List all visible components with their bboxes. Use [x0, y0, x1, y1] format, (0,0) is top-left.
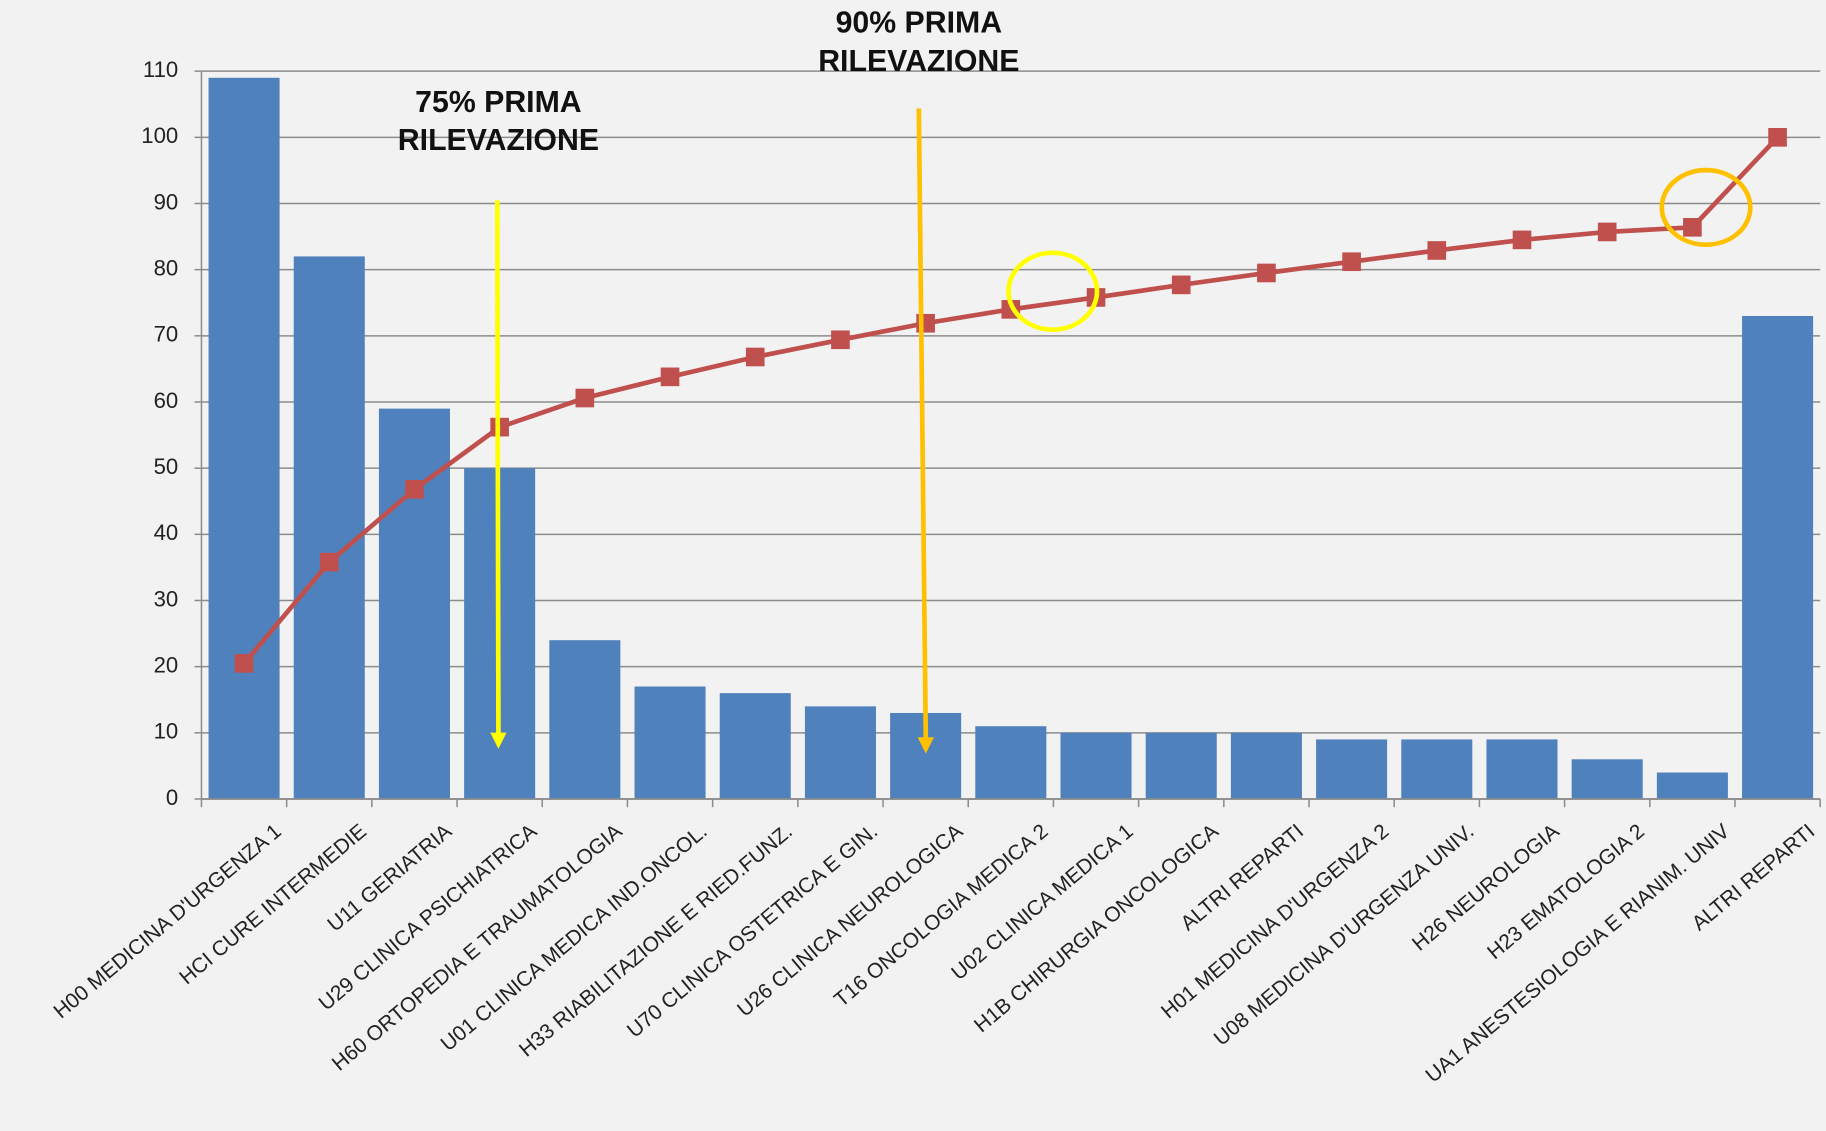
- y-tick-label: 70: [154, 322, 179, 347]
- bar: [378, 408, 450, 799]
- marker: [1342, 252, 1361, 272]
- marker: [1171, 275, 1191, 295]
- x-tick-label: UA1 ANESTESIOLOGIA E RIANIM. UNIV: [1421, 820, 1734, 1088]
- arrow-head: [917, 737, 934, 754]
- arrow: [494, 200, 501, 735]
- annotation: 75% PRIMA: [415, 86, 582, 119]
- bar: [1401, 739, 1473, 799]
- y-tick-label: 100: [141, 123, 178, 148]
- arrow: [916, 108, 929, 740]
- marker: [1768, 128, 1787, 147]
- y-tick-label: 40: [154, 520, 179, 545]
- bar: [1060, 732, 1132, 799]
- x-tick-label: H23 EMATOLOGIA 2: [1483, 820, 1649, 964]
- bar: [1145, 732, 1217, 799]
- bar: [1486, 739, 1558, 799]
- marker: [745, 347, 765, 367]
- arrow-head: [490, 732, 507, 749]
- y-tick-label: 110: [143, 57, 178, 82]
- annotation: RILEVAZIONE: [398, 124, 599, 157]
- highlight-circle: [1006, 250, 1100, 333]
- marker: [1512, 230, 1532, 250]
- bar: [1656, 772, 1728, 799]
- marker: [234, 654, 254, 673]
- marker: [405, 480, 424, 499]
- y-tick-label: 60: [154, 388, 179, 413]
- y-tick-label: 90: [154, 189, 179, 214]
- marker: [1683, 217, 1702, 237]
- marker: [1257, 263, 1276, 283]
- bar: [1571, 759, 1643, 799]
- marker: [1597, 222, 1617, 242]
- marker: [660, 367, 680, 387]
- y-tick-label: 50: [154, 454, 179, 479]
- x-tick-label: H26 NEUROLOGIA: [1408, 820, 1564, 956]
- marker: [575, 388, 595, 408]
- annotation: RILEVAZIONE: [818, 45, 1019, 78]
- bar: [293, 256, 365, 799]
- bar: [208, 77, 280, 799]
- y-tick-label: 20: [154, 653, 179, 678]
- bar: [1742, 315, 1814, 799]
- marker: [319, 552, 339, 572]
- y-tick-label: 10: [154, 719, 179, 744]
- y-tick-label: 80: [154, 255, 179, 280]
- bar: [1230, 732, 1302, 799]
- bar: [634, 686, 706, 799]
- bar: [804, 706, 876, 799]
- bar: [719, 693, 791, 799]
- highlight-circle: [1659, 167, 1753, 247]
- bar: [549, 640, 621, 799]
- marker: [831, 330, 850, 350]
- bar: [1316, 739, 1388, 799]
- annotation: 90% PRIMA: [836, 7, 1003, 40]
- y-tick-label: 30: [154, 586, 179, 611]
- marker: [1427, 241, 1447, 260]
- y-tick-label: 0: [166, 785, 178, 810]
- bar: [975, 726, 1047, 799]
